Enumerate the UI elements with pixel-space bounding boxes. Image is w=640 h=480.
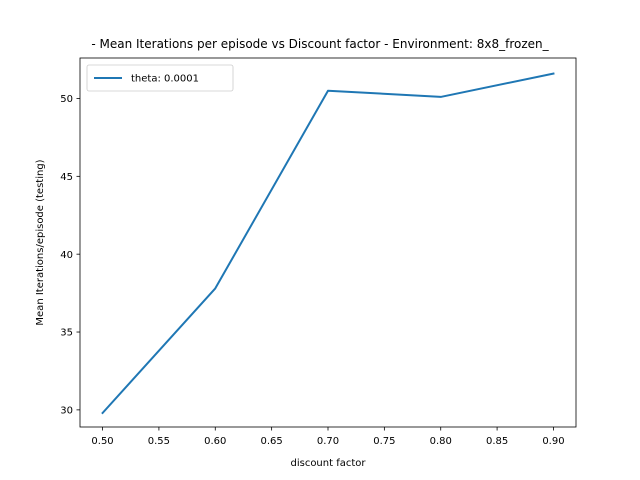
chart-title: - Mean Iterations per episode vs Discoun… xyxy=(91,37,549,51)
y-tick-label: 45 xyxy=(60,172,73,183)
plot-area xyxy=(101,72,555,415)
x-axis: 0.50 0.55 0.60 0.65 0.70 0.75 0.80 0.85 0.90 xyxy=(91,427,565,447)
x-tick-label: 0.80 xyxy=(430,436,452,447)
legend: theta: 0.0001 xyxy=(86,64,234,92)
plot-frame xyxy=(79,57,577,428)
y-tick-label: 35 xyxy=(60,328,73,339)
y-tick-label: 50 xyxy=(60,94,73,105)
x-tick-label: 0.65 xyxy=(261,436,283,447)
y-tick-label: 30 xyxy=(60,405,73,416)
x-tick-label: 0.70 xyxy=(317,436,339,447)
x-axis-label: discount factor xyxy=(290,458,366,469)
x-tick-label: 0.75 xyxy=(373,436,395,447)
legend-label: theta: 0.0001 xyxy=(131,74,199,85)
x-tick-label: 0.60 xyxy=(204,436,226,447)
y-axis: 30 35 40 45 50 xyxy=(60,94,80,416)
y-axis-label: Mean Iterations/episode (testing) xyxy=(35,159,46,325)
legend-box xyxy=(86,64,234,92)
x-tick-label: 0.55 xyxy=(148,436,170,447)
series-line-0 xyxy=(101,72,555,415)
x-tick-label: 0.50 xyxy=(91,436,113,447)
x-tick-label: 0.85 xyxy=(486,436,508,447)
x-tick-label: 0.90 xyxy=(542,436,564,447)
y-tick-label: 40 xyxy=(60,250,73,261)
